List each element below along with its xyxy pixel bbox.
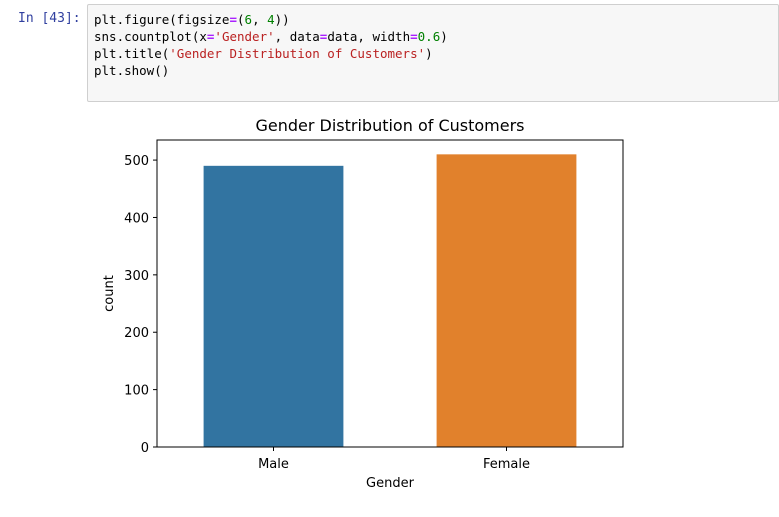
bar-female bbox=[436, 154, 577, 447]
code-line-2: sns.countplot(x='Gender', data=data, wid… bbox=[94, 29, 448, 44]
code-line-4: plt.show() bbox=[94, 63, 170, 78]
code-line-3: plt.title('Gender Distribution of Custom… bbox=[94, 46, 433, 61]
y-tick-label: 100 bbox=[124, 384, 149, 399]
plot-frame bbox=[156, 139, 624, 448]
x-axis-label: Gender bbox=[366, 476, 415, 491]
cell-output: Gender Distribution of Customers 0 100 200… bbox=[87, 110, 779, 510]
chart-title: Gender Distribution of Customers bbox=[255, 116, 524, 135]
y-tick-label: 200 bbox=[124, 326, 149, 341]
y-tick-label: 500 bbox=[124, 154, 149, 169]
x-tick-label: Female bbox=[483, 457, 530, 472]
x-tick-label: Male bbox=[258, 457, 289, 472]
code-line-1: plt.figure(figsize=(6, 4)) bbox=[94, 12, 290, 27]
cell-prompt: In [43]: bbox=[18, 11, 81, 26]
bar-male bbox=[203, 165, 344, 447]
code-cell-editor[interactable]: plt.figure(figsize=(6, 4)) sns.countplot… bbox=[87, 4, 779, 102]
y-axis-label: count bbox=[102, 275, 117, 312]
y-tick-label: 400 bbox=[124, 211, 149, 226]
y-tick-label: 0 bbox=[141, 441, 149, 456]
gender-countplot: Gender Distribution of Customers 0 100 200… bbox=[102, 116, 624, 491]
y-tick-label: 300 bbox=[124, 269, 149, 284]
